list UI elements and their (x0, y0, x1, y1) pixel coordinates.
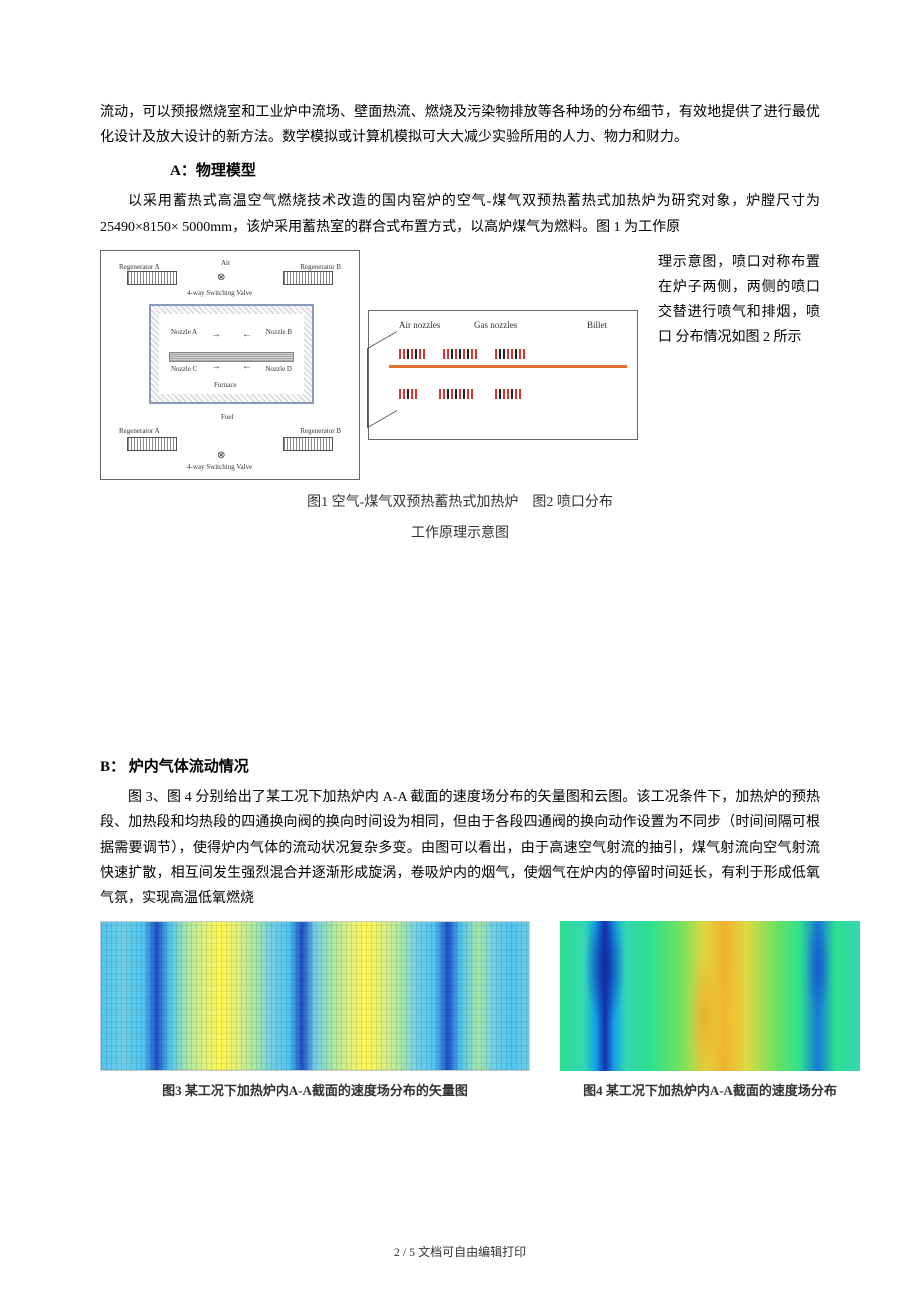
fig1-nozzle-c-label: Nozzle C (171, 363, 197, 376)
figure-side-text: 理示意图，喷口对称布置在炉子两侧，两侧的喷口交替进行喷气和排烟，喷口 分布情况如… (658, 250, 820, 351)
fig1-regen-b-bot-label: Regenerator B (300, 425, 341, 438)
figure-3-container: 图3 某工况下加热炉内A-A截面的速度场分布的矢量图 (100, 921, 530, 1102)
section-a-title: A：物理模型 (170, 158, 820, 185)
fig1-nozzle-a-label: Nozzle A (171, 326, 197, 339)
fig1-nozzle-b-label: Nozzle B (266, 326, 292, 339)
figure-images-container: Air Regenerator A Regenerator B ⊗ 4-way … (100, 250, 638, 480)
fig1-regen-a-top-label: Regenerator A (119, 261, 160, 274)
fig2-billet-bar (389, 365, 627, 368)
fig1-switch-top-label: 4-way Switching Valve (187, 287, 252, 300)
figure-2-container: Air nozzles Gas nozzles Billet (368, 250, 638, 480)
figure-4-container: 图4 某工况下加热炉内A-A截面的速度场分布 (560, 921, 860, 1102)
fig1-regen-b-bot (283, 437, 333, 451)
figure-block-1: Air Regenerator A Regenerator B ⊗ 4-way … (100, 250, 820, 480)
figure-2-schematic: Air nozzles Gas nozzles Billet (368, 310, 638, 440)
fig1-regen-b-top-label: Regenerator B (300, 261, 341, 274)
fig1-slab (169, 352, 294, 362)
figure-3-caption: 图3 某工况下加热炉内A-A截面的速度场分布的矢量图 (100, 1079, 530, 1102)
section-b-title: B： 炉内气体流动情况 (100, 754, 820, 781)
figure-3-vector-plot (100, 921, 530, 1071)
fig1-nozzle-d-label: Nozzle D (265, 363, 292, 376)
figure-1-schematic: Air Regenerator A Regenerator B ⊗ 4-way … (100, 250, 360, 480)
figure-1-2-caption-sub: 工作原理示意图 (100, 521, 820, 546)
fig2-top-row (399, 349, 525, 359)
fig2-bot-row (399, 389, 521, 399)
valve-icon-top: ⊗ (217, 269, 225, 287)
figure-4-caption: 图4 某工况下加热炉内A-A截面的速度场分布 (560, 1079, 860, 1102)
fig1-regen-a-bot-label: Regenerator A (119, 425, 160, 438)
fig2-perspective-line (367, 331, 397, 428)
spacer (100, 546, 820, 746)
fig1-switch-bot-label: 4-way Switching Valve (187, 461, 252, 474)
fig2-gas-label: Gas nozzles (474, 317, 517, 333)
fig1-fuel-label: Fuel (221, 411, 233, 424)
intro-paragraph: 流动，可以预报燃烧室和工业炉中流场、壁面热流、燃烧及污染物排放等各种场的分布细节… (100, 100, 820, 150)
fig1-furnace: Nozzle A → Nozzle B ← Nozzle C → Nozzle … (149, 304, 314, 404)
fig2-billet-label: Billet (587, 317, 607, 333)
page-footer: 2 / 5 文档可自由编辑打印 (100, 1242, 820, 1264)
figure-1-2-caption: 图1 空气-煤气双预热蓄热式加热炉 图2 喷口分布 (100, 490, 820, 515)
fig1-air-label: Air (221, 257, 230, 270)
figure-1-container: Air Regenerator A Regenerator B ⊗ 4-way … (100, 250, 360, 480)
section-a-paragraph: 以采用蓄热式高温空气燃烧技术改造的国内窑炉的空气-煤气双预热蓄热式加热炉为研究对… (100, 189, 820, 239)
fig1-furnace-label: Furnace (214, 379, 237, 392)
section-b-paragraph: 图 3、图 4 分别给出了某工况下加热炉内 A-A 截面的速度场分布的矢量图和云… (100, 785, 820, 911)
fig2-air-label: Air nozzles (399, 317, 440, 333)
figure-4-cloud-plot (560, 921, 860, 1071)
simulation-figures: 图3 某工况下加热炉内A-A截面的速度场分布的矢量图 图4 某工况下加热炉内A-… (100, 921, 820, 1102)
fig1-regen-a-bot (127, 437, 177, 451)
